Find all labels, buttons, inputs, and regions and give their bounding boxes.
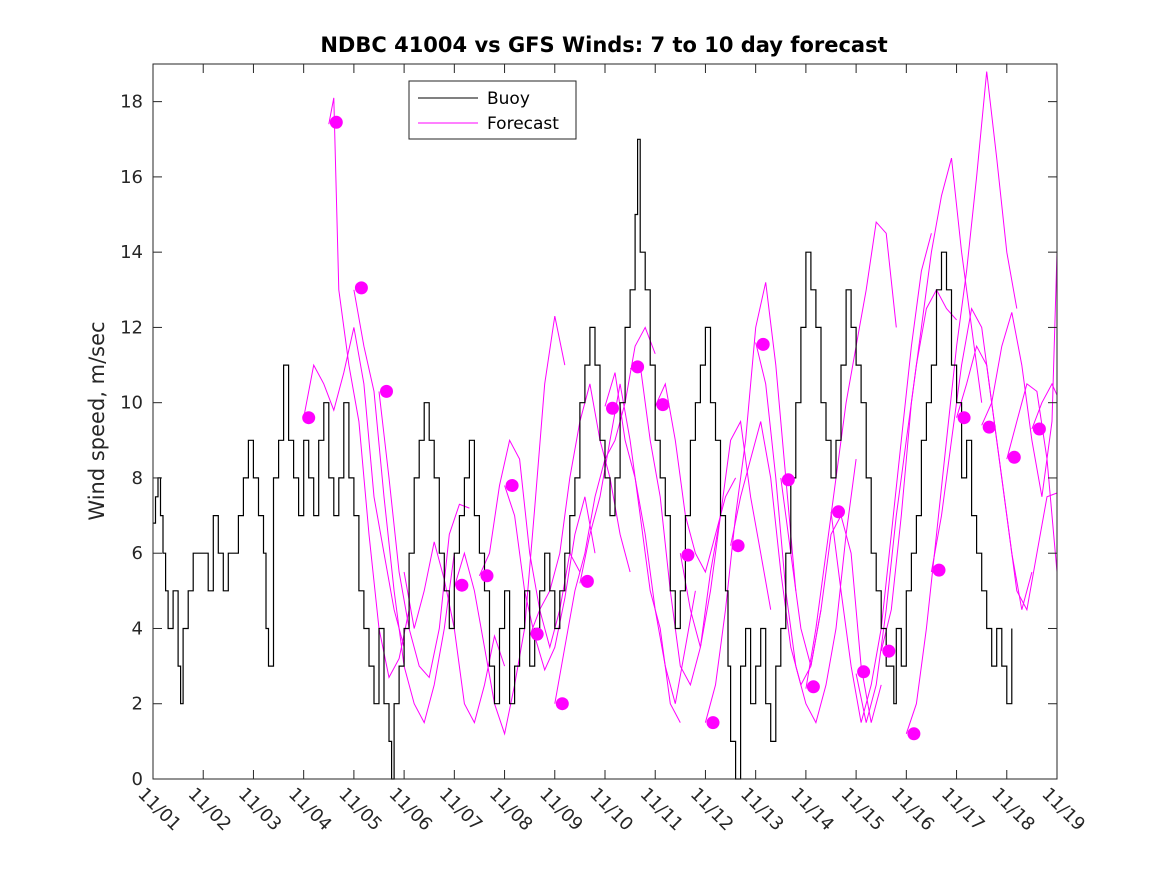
chart-title: NDBC 41004 vs GFS Winds: 7 to 10 day for… [320,33,887,57]
forecast-series-line [880,157,983,652]
x-tick-label: 11/02 [184,784,236,836]
forecast-marker [555,697,569,711]
y-axis: 0 2 4 6 8 10 12 14 16 18 [120,92,1057,790]
forecast-marker [857,665,871,679]
forecast-series-line [378,391,470,679]
forecast-marker [706,716,720,730]
forecast-marker [354,281,368,295]
forecast-marker [756,337,770,351]
forecast-marker [907,727,921,741]
x-tick-label: 11/13 [736,784,788,836]
forecast-marker [681,548,695,562]
forecast-marker [1007,450,1021,464]
x-tick-label: 11/18 [987,784,1039,836]
forecast-series-line [679,419,772,648]
y-tick-label: 4 [132,618,143,639]
forecast-series-line [855,288,957,723]
y-tick-label: 10 [120,393,143,414]
forecast-marker [806,680,820,694]
forecast-marker [781,473,795,487]
x-tick-label: 11/04 [284,784,336,836]
forecast-series-line [905,71,1018,734]
forecast-series-line [453,316,566,736]
x-tick-label: 11/09 [535,784,587,836]
x-tick-label: 11/14 [786,784,838,836]
forecast-series-line [1031,382,1058,430]
forecast-marker [656,398,670,412]
forecast-series-line [579,383,681,723]
forecast-marker [302,411,316,425]
forecast-series-line [981,252,1058,497]
forecast-marker [982,420,996,434]
y-tick-label: 16 [120,167,143,188]
x-tick-label: 11/08 [485,784,537,836]
forecast-marker [380,384,393,398]
x-tick-label: 11/03 [234,784,286,836]
forecast-series-line [930,307,1033,610]
x-tick-label: 11/05 [334,784,386,836]
x-tick-label: 11/19 [1037,784,1089,836]
forecast-marker [580,574,594,588]
forecast-series-line [780,477,882,723]
forecast-marker [329,115,343,129]
y-axis-label: Wind speed, m/sec [85,321,109,520]
legend-forecast-label: Forecast [487,114,559,134]
forecast-marker [731,539,745,553]
y-tick-label: 0 [132,769,143,790]
forecast-marker [606,401,619,415]
forecast-series-line [328,97,410,679]
forecast-marker [530,627,544,641]
forecast-series-line [956,344,1058,612]
forecast-marker [957,411,971,425]
y-tick-label: 14 [120,242,143,263]
legend: Buoy Forecast [408,80,577,140]
x-tick-label: 11/11 [636,784,688,836]
y-tick-label: 2 [132,694,143,715]
forecast-marker [832,505,845,519]
plot-area [153,71,1058,780]
y-tick-label: 18 [120,92,143,113]
x-tick-label: 11/12 [686,784,738,836]
forecast-marker [631,360,645,374]
y-tick-label: 12 [120,317,143,338]
forecast-series-line [755,342,857,724]
forecast-marker [455,578,469,592]
forecast-marker [505,479,519,492]
x-tick-label: 11/06 [385,784,437,836]
x-tick-label: 11/07 [435,784,487,836]
x-tick-label: 11/17 [937,784,989,836]
x-tick-label: 11/15 [837,784,889,836]
forecast-marker [932,563,946,577]
forecast-series-line [704,282,797,723]
forecast-marker [480,569,494,583]
y-tick-label: 8 [132,468,143,489]
forecast-series-line [730,421,822,687]
buoy-series-line [153,138,1013,780]
forecast-marker [882,644,896,658]
forecast-series-line [303,327,405,648]
forecast-series-line [604,372,696,704]
forecast-series-line [504,485,596,672]
y-tick-label: 6 [132,543,143,564]
forecast-marker [1032,422,1046,436]
x-tick-label: 11/01 [133,784,185,836]
legend-buoy-label: Buoy [487,89,530,109]
x-tick-label: 11/10 [585,784,637,836]
legend-box [408,80,577,140]
forecast-series-line [805,220,897,689]
x-tick-label: 11/16 [887,784,939,836]
